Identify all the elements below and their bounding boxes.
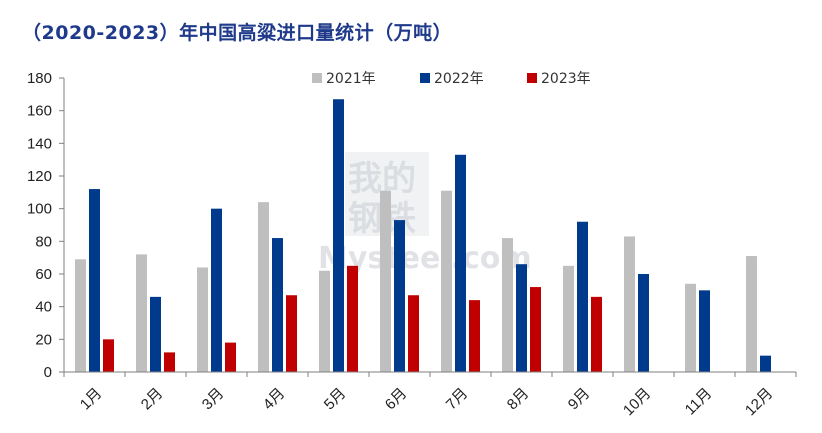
bar-2021年-1月 (75, 259, 86, 372)
legend-label-2023年: 2023年 (541, 71, 591, 87)
bar-2021年-3月 (197, 267, 208, 372)
bar-2022年-1月 (89, 189, 100, 372)
y-tick-label: 20 (35, 331, 52, 348)
bar-2021年-2月 (136, 254, 147, 372)
bar-2023年-9月 (591, 296, 602, 372)
bar-2023年-4月 (286, 295, 297, 372)
bar-2021年-7月 (441, 190, 452, 372)
x-tick-label: 7月 (443, 385, 472, 414)
bar-2022年-8月 (516, 264, 527, 372)
x-tick-label: 10月 (620, 385, 654, 419)
bar-2021年-11月 (685, 283, 696, 372)
x-tick-label: 12月 (742, 385, 776, 419)
bar-2021年-10月 (624, 236, 635, 372)
bar-2022年-9月 (577, 221, 588, 372)
bar-2021年-9月 (563, 265, 574, 372)
bar-2022年-7月 (455, 154, 466, 372)
bar-2021年-5月 (319, 270, 330, 372)
x-tick-label: 4月 (260, 385, 289, 414)
x-tick-label: 2月 (138, 385, 167, 414)
legend-label-2022年: 2022年 (434, 71, 484, 87)
y-tick-label: 120 (27, 168, 52, 185)
bar-2022年-10月 (638, 274, 649, 372)
legend-label-2021年: 2021年 (326, 71, 376, 87)
bar-2022年-2月 (150, 296, 161, 372)
y-tick-label: 140 (27, 135, 52, 152)
bar-2023年-2月 (164, 352, 175, 372)
x-tick-label: 8月 (504, 385, 533, 414)
bar-2022年-12月 (760, 355, 771, 372)
y-tick-label: 180 (27, 70, 52, 87)
y-tick-label: 100 (27, 201, 52, 218)
x-tick-label: 9月 (565, 385, 594, 414)
bar-2022年-3月 (211, 208, 222, 372)
chart-title: （2020-2023）年中国高粱进口量统计（万吨） (22, 22, 453, 44)
bar-2022年-11月 (699, 290, 710, 372)
bars (75, 99, 771, 372)
bar-2021年-8月 (502, 238, 513, 372)
bar-2021年-4月 (258, 202, 269, 372)
bar-2023年-6月 (408, 295, 419, 372)
x-axis: 1月 2月 3月 4月 5月 6月 7月 8月 9月 10月 11月 12月 (63, 371, 797, 419)
x-tick-label: 11月 (682, 385, 716, 419)
x-tick-label: 1月 (77, 385, 106, 414)
y-tick-label: 0 (44, 364, 52, 381)
y-tick-label: 40 (35, 299, 52, 316)
bar-2023年-5月 (347, 265, 358, 372)
legend-swatch-2022年 (420, 73, 430, 83)
bar-2023年-3月 (225, 342, 236, 372)
bar-2022年-5月 (333, 99, 344, 372)
x-tick-label: 3月 (199, 385, 228, 414)
y-axis: 0 20 40 60 80 100 120 140 160 180 (27, 70, 65, 381)
watermark: 我的 钢铁 Mysteel.com (318, 152, 532, 276)
bar-2023年-1月 (103, 339, 114, 372)
bar-2022年-4月 (272, 238, 283, 372)
bar-2021年-12月 (746, 256, 757, 372)
bar-2022年-6月 (394, 220, 405, 372)
y-tick-label: 160 (27, 103, 52, 120)
bar-2023年-7月 (469, 300, 480, 372)
legend: 2021年 2022年 2023年 (312, 71, 591, 87)
y-tick-label: 80 (35, 233, 52, 250)
legend-swatch-2021年 (312, 73, 322, 83)
bar-2023年-8月 (530, 287, 541, 372)
legend-swatch-2023年 (527, 73, 537, 83)
bar-2021年-6月 (380, 190, 391, 372)
x-tick-label: 5月 (321, 385, 350, 414)
y-tick-label: 60 (35, 266, 52, 283)
x-tick-label: 6月 (382, 385, 411, 414)
